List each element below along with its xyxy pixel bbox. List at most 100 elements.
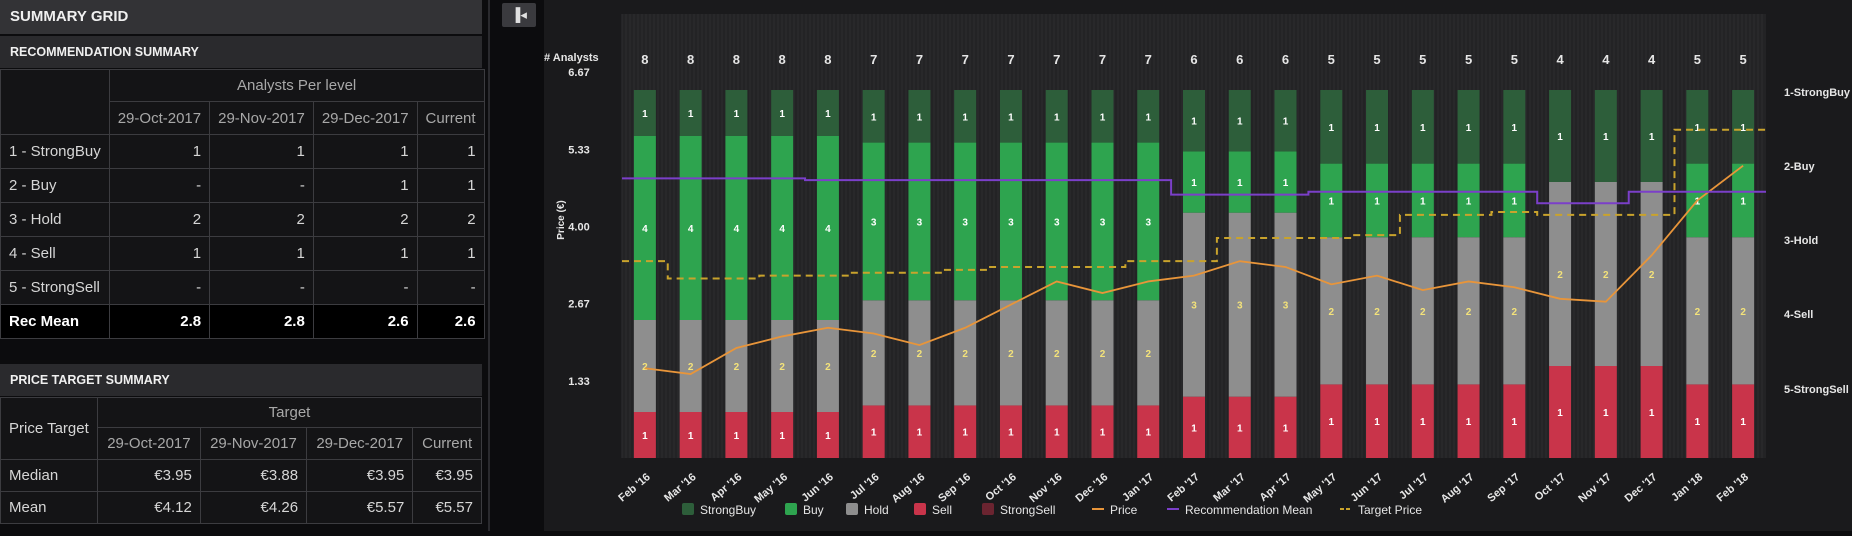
bar-value-label: 1 <box>871 428 877 439</box>
bar-strongbuy <box>1091 90 1114 143</box>
bar-buy <box>1274 151 1297 213</box>
table-row: 4 - Sell 1 1 1 1 <box>0 236 485 271</box>
legend-label: Target Price <box>1358 503 1422 517</box>
legend-item[interactable]: Hold <box>846 503 889 517</box>
bar-buy <box>725 136 748 320</box>
cell-value: 1 <box>108 236 211 271</box>
cell-value: €4.26 <box>199 491 308 524</box>
legend-item[interactable]: Target Price <box>1340 503 1422 517</box>
bar-strongbuy <box>999 90 1022 143</box>
y-tick-label: 2.67 <box>568 298 589 310</box>
cell-value: 1 <box>416 134 485 169</box>
bar-hold <box>725 320 748 412</box>
cell-value: - <box>312 270 418 305</box>
bar-value-label: 2 <box>917 349 923 360</box>
bar-strongbuy <box>954 90 977 143</box>
analyst-count: 4 <box>1556 52 1564 67</box>
legend-swatch <box>785 503 797 515</box>
bar-value-label: 4 <box>779 224 785 235</box>
bar-strongbuy <box>771 90 794 136</box>
legend-item[interactable]: Sell <box>914 503 952 517</box>
cell-value: 2 <box>108 202 211 237</box>
bar-value-label: 2 <box>1603 270 1609 281</box>
bar-buy <box>1045 142 1068 301</box>
collapse-panel-button[interactable]: ▐◂ <box>502 3 536 27</box>
bar-value-label: 1 <box>1374 196 1380 207</box>
bar-strongbuy <box>1503 90 1526 164</box>
analyst-count: 4 <box>1648 52 1656 67</box>
bar-strongbuy <box>1183 90 1205 152</box>
bar-strongbuy <box>1320 90 1343 164</box>
bar-hold <box>1183 212 1205 397</box>
bar-sell <box>633 412 656 458</box>
analyst-count: 8 <box>824 52 831 67</box>
bar-hold <box>1686 237 1709 385</box>
recommendation-summary-table: Analysts Per level 29-Oct-2017 29-Nov-201… <box>0 69 485 339</box>
x-tick-label: Mar '17 <box>1211 471 1247 504</box>
target-header: Target <box>97 397 482 428</box>
legend-label: Hold <box>864 503 889 517</box>
bar-value-label: 1 <box>1145 428 1151 439</box>
x-tick-label: Apr '16 <box>708 471 744 504</box>
bar-value-label: 2 <box>871 349 877 360</box>
bar-hold <box>1503 237 1526 385</box>
bar-value-label: 1 <box>1237 178 1243 189</box>
bar-strongbuy <box>1045 90 1068 143</box>
bar-sell <box>725 412 748 458</box>
bar-hold <box>1640 182 1663 366</box>
bar-value-label: 1 <box>642 431 648 442</box>
bar-hold <box>771 320 794 412</box>
bar-value-label: 1 <box>917 428 923 439</box>
row-label: Mean <box>0 491 98 524</box>
bar-value-label: 1 <box>1740 123 1746 134</box>
legend-item[interactable]: Buy <box>785 503 824 517</box>
bar-value-label: 2 <box>825 362 831 373</box>
cell-value: €3.95 <box>306 459 414 492</box>
row-label: 4 - Sell <box>0 236 110 271</box>
analyst-count: 7 <box>1145 52 1152 67</box>
legend-item[interactable]: Price <box>1092 503 1138 517</box>
column-header: 29-Oct-2017 <box>108 101 211 135</box>
bar-strongbuy <box>633 90 656 136</box>
analyst-count: 7 <box>916 52 923 67</box>
y-axis-label: Price (€) <box>556 200 567 239</box>
x-tick-label: Jul '17 <box>1397 471 1431 502</box>
bar-sell <box>1320 384 1343 458</box>
legend-item[interactable]: Recommendation Mean <box>1167 503 1312 517</box>
legend-item[interactable]: StrongSell <box>982 503 1055 517</box>
bar-buy <box>771 136 794 320</box>
column-header: 29-Oct-2017 <box>97 427 201 460</box>
bar-value-label: 1 <box>1008 112 1014 123</box>
bar-buy <box>1503 163 1526 238</box>
table-row: Mean €4.12 €4.26 €5.57 €5.57 <box>0 491 482 524</box>
cell-value: - <box>108 270 211 305</box>
analyst-count: 5 <box>1328 52 1335 67</box>
bar-sell <box>1183 396 1205 458</box>
cell-value: 2 <box>312 202 418 237</box>
x-tick-label: Apr '17 <box>1257 471 1293 504</box>
bar-value-label: 4 <box>825 224 831 235</box>
cell-value: - <box>209 270 314 305</box>
bar-sell <box>1640 366 1663 458</box>
bar-value-label: 1 <box>1512 123 1518 134</box>
legend-label: Buy <box>803 503 824 517</box>
panel-title: SUMMARY GRID <box>0 0 482 34</box>
bar-value-label: 4 <box>734 224 740 235</box>
legend-label: Price <box>1110 503 1138 517</box>
summary-grid-panel: SUMMARY GRID RECOMMENDATION SUMMARY Anal… <box>0 0 485 531</box>
cell-value: 2.6 <box>312 304 418 339</box>
bar-value-label: 2 <box>1328 307 1334 318</box>
cell-value: 1 <box>416 236 485 271</box>
x-tick-label: Feb '18 <box>1715 471 1751 504</box>
bar-strongbuy <box>1411 90 1434 164</box>
x-tick-label: Jun '16 <box>799 471 835 504</box>
table-row: 1 - StrongBuy 1 1 1 1 <box>0 134 485 169</box>
bar-value-label: 2 <box>734 362 740 373</box>
cell-value: 1 <box>108 134 211 169</box>
x-tick-label: Dec '17 <box>1623 471 1660 505</box>
panel-splitter[interactable] <box>488 0 490 531</box>
y-tick-label: 6.67 <box>568 67 589 79</box>
legend-item[interactable]: StrongBuy <box>682 503 756 517</box>
price-target-summary-title: PRICE TARGET SUMMARY <box>0 364 482 396</box>
bar-sell <box>1594 366 1617 458</box>
